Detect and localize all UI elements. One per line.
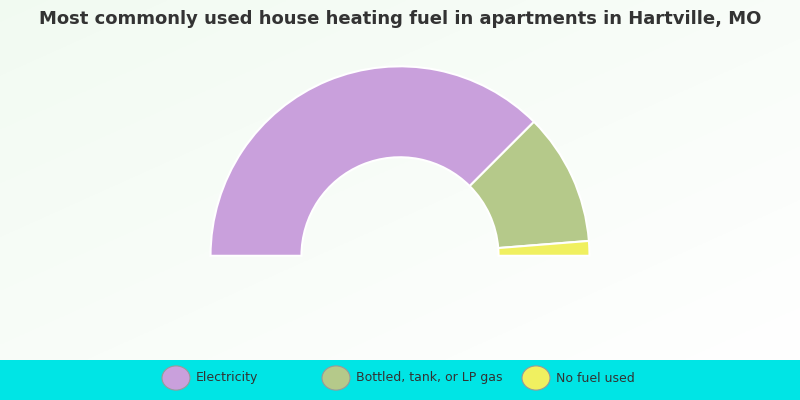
Text: Most commonly used house heating fuel in apartments in Hartville, MO: Most commonly used house heating fuel in… bbox=[39, 10, 761, 28]
Text: Electricity: Electricity bbox=[196, 372, 258, 384]
Text: No fuel used: No fuel used bbox=[556, 372, 634, 384]
Wedge shape bbox=[210, 66, 534, 256]
Wedge shape bbox=[498, 241, 590, 256]
Wedge shape bbox=[470, 122, 589, 248]
Ellipse shape bbox=[522, 366, 550, 390]
Ellipse shape bbox=[322, 366, 350, 390]
Ellipse shape bbox=[162, 366, 190, 390]
Text: Bottled, tank, or LP gas: Bottled, tank, or LP gas bbox=[356, 372, 502, 384]
